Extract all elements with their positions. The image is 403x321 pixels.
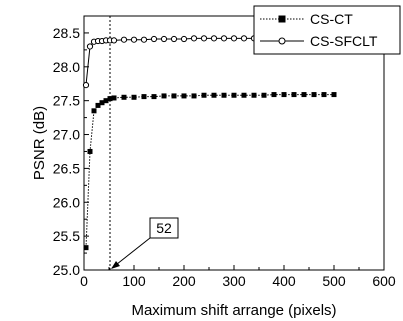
y-tick-labels: 25.0 25.5 26.0 26.5 27.0 27.5 28.0 28.5 <box>53 25 80 278</box>
data-point <box>110 37 118 44</box>
x-tick-label: 0 <box>80 273 88 289</box>
data-point <box>311 92 317 98</box>
data-point <box>160 35 168 43</box>
tick-marks <box>83 32 385 271</box>
data-point <box>331 92 337 98</box>
data-point <box>221 92 227 98</box>
annotation-arrow-line <box>111 237 151 269</box>
data-point <box>83 245 89 251</box>
y-tick-label: 26.0 <box>53 194 80 210</box>
data-point <box>130 36 138 43</box>
data-point <box>321 92 327 98</box>
data-point <box>210 35 218 42</box>
data-point <box>181 93 187 99</box>
x-tick-label: 400 <box>272 273 296 289</box>
series-line <box>85 94 334 248</box>
data-point <box>281 92 287 98</box>
x-tick-label: 500 <box>322 273 346 289</box>
data-point <box>99 100 105 106</box>
data-point <box>95 102 101 108</box>
legend-label-cs-sfclt: CS-SFCLT <box>310 33 378 49</box>
annotation-arrowhead <box>111 261 120 269</box>
data-point <box>211 92 217 98</box>
legend-box <box>253 5 401 55</box>
legend-marker-cs-sfclt <box>278 37 286 45</box>
legend-marker-cs-ct <box>278 15 286 23</box>
data-point <box>86 43 94 50</box>
legend: CS-CT CS-SFCLT <box>253 5 401 55</box>
x-axis-title: Maximum shift arrange (pixels) <box>131 302 336 319</box>
data-point <box>151 94 157 100</box>
data-point <box>170 35 178 43</box>
x-tick-labels: 0 100 200 300 400 500 600 <box>80 273 396 289</box>
x-tick-label: 600 <box>372 273 396 289</box>
data-point <box>171 93 177 99</box>
data-point <box>103 98 109 104</box>
data-point <box>150 35 158 43</box>
data-point <box>201 92 207 98</box>
data-point <box>251 92 257 98</box>
series-cs-ct <box>83 92 337 251</box>
y-tick-label: 25.0 <box>53 262 80 278</box>
data-point <box>191 93 197 99</box>
x-tick-label: 100 <box>122 273 146 289</box>
legend-label-cs-ct: CS-CT <box>310 11 353 27</box>
data-point <box>161 93 167 99</box>
x-tick-label: 200 <box>172 273 196 289</box>
y-tick-label: 26.5 <box>53 160 80 176</box>
data-point <box>261 92 267 98</box>
data-point <box>121 94 127 100</box>
data-point <box>87 148 93 154</box>
y-tick-label: 27.0 <box>53 127 80 143</box>
data-point <box>301 92 307 98</box>
annotation-box <box>149 217 179 239</box>
data-point <box>231 92 237 98</box>
y-tick-label: 25.5 <box>53 228 80 244</box>
series-group <box>82 33 338 251</box>
annotation-label: 52 <box>156 220 172 236</box>
data-point <box>111 95 117 101</box>
data-point <box>91 108 97 114</box>
annotation-group: 52 <box>111 217 179 269</box>
data-point <box>120 36 128 43</box>
data-point <box>230 35 238 42</box>
y-tick-label: 28.0 <box>53 59 80 75</box>
data-point <box>107 96 113 102</box>
data-point <box>220 35 228 42</box>
data-point <box>240 35 248 42</box>
data-point <box>140 36 148 43</box>
data-point <box>141 94 147 100</box>
data-point <box>131 94 137 100</box>
data-point <box>180 35 188 43</box>
data-point <box>200 35 208 42</box>
data-point <box>190 35 198 42</box>
data-point <box>82 81 90 89</box>
data-point <box>291 92 297 98</box>
x-tick-label: 300 <box>222 273 246 289</box>
y-tick-label: 28.5 <box>53 25 80 41</box>
y-tick-label: 27.5 <box>53 93 80 109</box>
y-axis-title: PSNR (dB) <box>31 106 48 180</box>
data-point <box>241 92 247 98</box>
data-point <box>271 92 277 98</box>
